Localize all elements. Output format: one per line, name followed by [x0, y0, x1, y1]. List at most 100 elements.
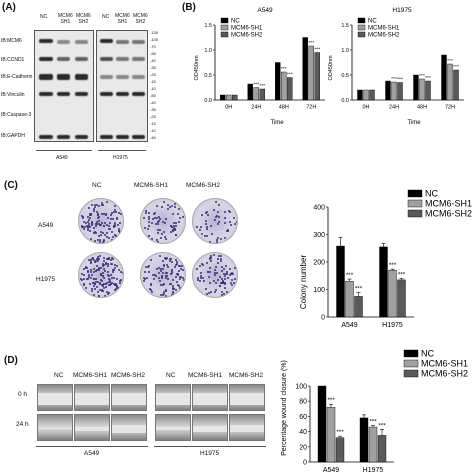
x-axis-label: Time: [270, 120, 284, 126]
colony-dot: [176, 274, 179, 277]
colony-dot: [206, 211, 209, 214]
legend-label: NC: [421, 349, 434, 359]
colony-dot: [104, 263, 107, 266]
mw-marker: -10: [150, 86, 156, 91]
colony-dot: [118, 269, 121, 272]
colony-dot: [167, 265, 170, 268]
colony-dot: [115, 211, 118, 214]
wound-gap: [75, 392, 109, 405]
colony-dot: [97, 295, 100, 297]
y-tick-label: 0: [303, 459, 307, 466]
colony-dot: [172, 230, 175, 233]
colony-dot: [95, 269, 98, 272]
colony-dot: [177, 283, 180, 286]
colony-dot: [208, 292, 211, 295]
colony-dot: [223, 222, 226, 225]
colony-dot: [113, 221, 116, 224]
colony-dot: [178, 217, 181, 220]
colony-dot: [102, 238, 105, 241]
colony-dot: [95, 264, 98, 267]
colony-dot: [101, 265, 104, 268]
significance-label: ***: [419, 73, 425, 79]
colony-dot: [96, 216, 99, 219]
colony-dot: [222, 268, 225, 271]
colony-dot: [216, 238, 219, 241]
colony-dot: [149, 282, 152, 285]
bar: [363, 89, 369, 101]
legend-label: MCM6-SH1: [368, 26, 400, 32]
colony-dot: [215, 288, 218, 291]
colony-dot: [109, 273, 112, 276]
wound-gap: [112, 392, 146, 405]
legend-label: MCM6-SH1: [421, 359, 468, 369]
colony-dot: [92, 285, 95, 288]
chart-b-h1975: H1975 OD450nm Time 0.00.51.01.50H*** ***2…: [328, 7, 464, 126]
blot-a549: [34, 30, 94, 142]
colony-dot: [110, 263, 113, 266]
colony-dot: [109, 222, 112, 225]
colony-dot: [98, 283, 101, 285]
colony-dot: [102, 274, 105, 277]
colony-dot: [161, 206, 164, 209]
colony-dot: [93, 230, 96, 233]
colony-dot: [92, 226, 95, 229]
mw-marker: -10: [150, 128, 156, 133]
colony-dot: [158, 279, 161, 282]
colony-dot: [198, 279, 201, 282]
y-tick-label: 0.5: [204, 73, 212, 79]
colony-dot: [105, 223, 108, 226]
wound-image: [155, 414, 191, 441]
colony-dot: [144, 266, 147, 269]
wound-gap: [75, 426, 109, 431]
colony-dot: [101, 204, 104, 207]
legend-label: MCM6-SH2: [368, 33, 400, 39]
col-label: NC: [166, 372, 176, 379]
legend-swatch: [220, 24, 229, 31]
bar: [308, 45, 314, 101]
colony-dot: [102, 224, 105, 227]
colony-dot: [93, 293, 96, 296]
wound-image: [192, 414, 228, 441]
lane-label: NC: [40, 14, 48, 20]
colony-dot: [218, 203, 221, 206]
colony-dot: [230, 273, 232, 276]
bar: [447, 63, 453, 101]
significance-label: ***: [346, 272, 354, 279]
colony-dot: [151, 290, 154, 293]
panel-d-label: (D): [4, 355, 18, 366]
legend-swatch: [357, 17, 366, 24]
colony-dot: [103, 257, 106, 260]
colony-dot: [102, 282, 105, 285]
colony-dot: [227, 276, 230, 279]
colony-dot: [146, 265, 149, 268]
colony-dot: [87, 225, 90, 228]
colony-dot: [157, 229, 160, 232]
colony-dot: [80, 225, 83, 228]
colony-dot: [229, 223, 232, 226]
colony-dot: [176, 261, 179, 264]
colony-dot: [92, 278, 95, 281]
colony-dot: [110, 259, 113, 262]
colony-dot: [215, 214, 218, 217]
colony-dot: [167, 208, 170, 211]
colony-dot: [178, 275, 181, 278]
colony-dot: [219, 285, 221, 288]
col-label: MCM6-SH2: [111, 372, 145, 379]
colony-dot: [111, 236, 114, 239]
colony-dot: [113, 289, 116, 292]
cell-line-label: A549: [56, 155, 68, 161]
colony-dot: [233, 266, 236, 269]
colony-dot: [165, 258, 168, 261]
colony-dot: [222, 292, 225, 295]
colony-dot: [170, 294, 173, 297]
row-label: IB:GAPDH: [1, 133, 25, 139]
colony-dot: [113, 266, 116, 269]
colony-dot: [164, 289, 167, 292]
colony-dot: [213, 254, 216, 257]
y-tick-label: 40: [299, 429, 307, 436]
colony-dot: [166, 272, 169, 274]
x-tick-label: H1975: [363, 467, 384, 474]
colony-dot: [147, 228, 150, 231]
bar: [379, 246, 388, 318]
colony-dot: [116, 218, 119, 221]
